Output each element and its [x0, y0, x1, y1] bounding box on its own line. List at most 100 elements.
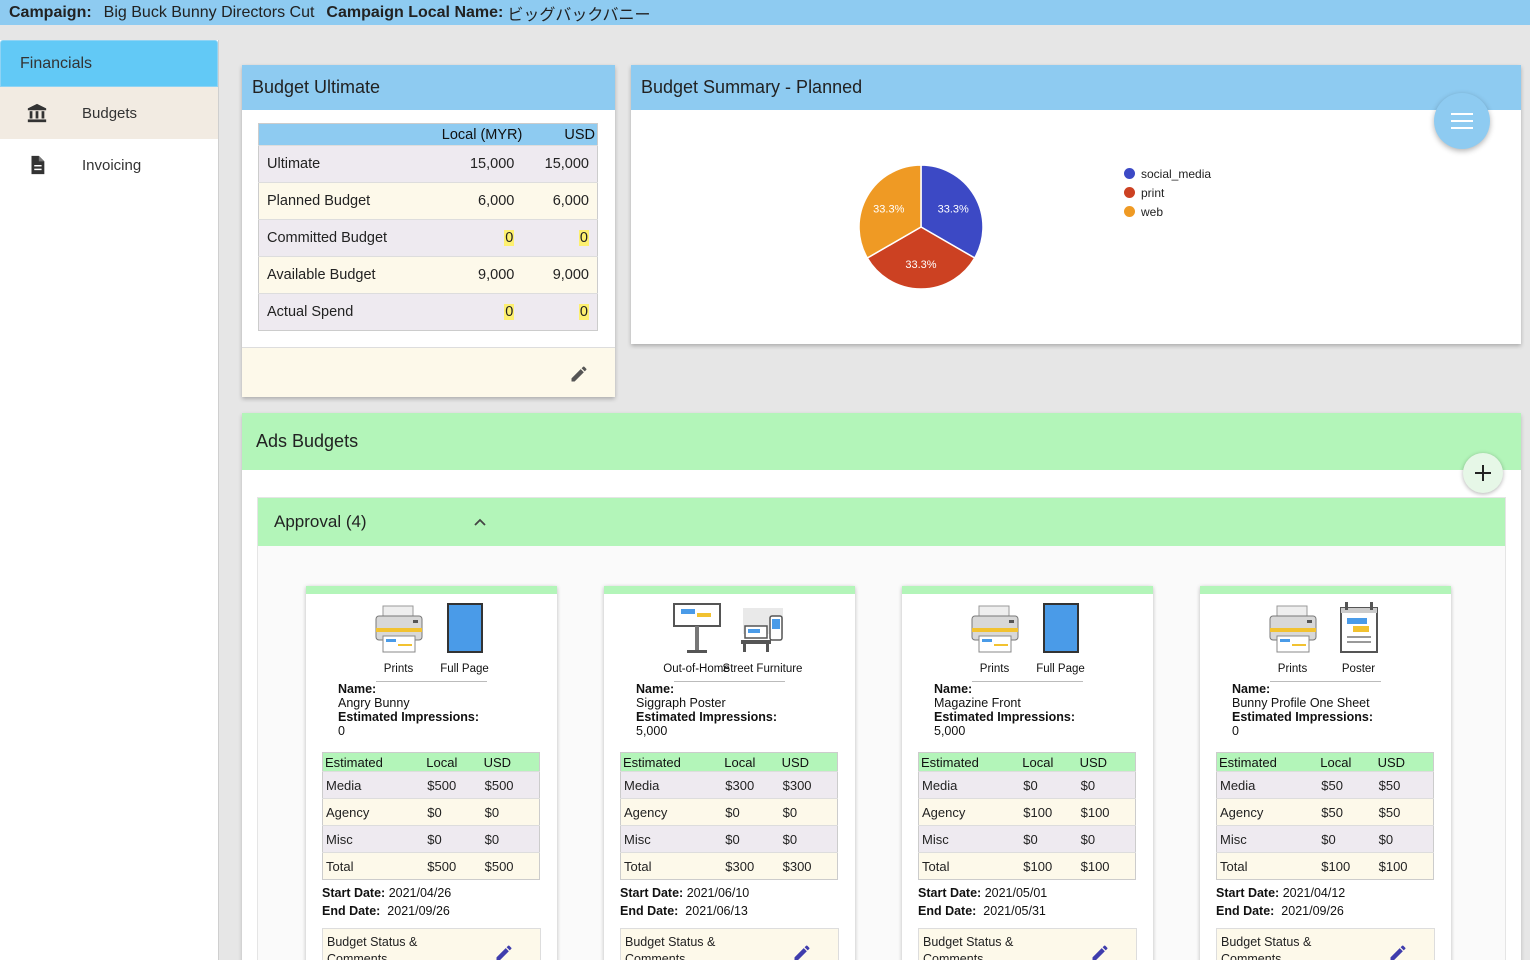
approval-group-header[interactable]: Approval (4): [258, 498, 1505, 546]
column-header: Local: [1020, 752, 1078, 772]
pie-slice-social_media[interactable]: [920, 164, 984, 260]
legend-item-web[interactable]: web: [1124, 202, 1211, 221]
sidebar-header-financials[interactable]: Financials: [0, 40, 218, 87]
media-type-label: Out-of-Home: [663, 663, 730, 675]
budget-status-panel[interactable]: Budget Status & Comments: [620, 928, 839, 960]
table-row: Actual Spend 0 0: [258, 293, 598, 331]
usd-value: $500: [481, 852, 540, 880]
row-label: Misc: [620, 825, 723, 853]
column-header: USD: [481, 752, 540, 772]
end-date: 2021/09/26: [1281, 904, 1344, 918]
printer-icon: [1267, 600, 1319, 659]
start-date-label: Start Date:: [620, 886, 684, 900]
divider: [1270, 681, 1381, 682]
full-page-icon: [439, 600, 491, 659]
media-type-label: Prints: [1277, 663, 1308, 675]
budget-ultimate-table: Local (MYR) USD Ultimate 15,000 15,000 P…: [258, 123, 598, 331]
chevron-up-icon[interactable]: [473, 515, 487, 529]
column-header: USD: [1375, 752, 1434, 772]
legend-swatch: [1124, 168, 1135, 179]
row-label: Misc: [918, 825, 1021, 853]
ad-dates: Start Date: 2021/05/01 End Date: 2021/05…: [918, 884, 1047, 920]
sidebar-item-budgets[interactable]: Budgets: [0, 87, 218, 139]
ad-name: Angry Bunny: [338, 696, 410, 710]
table-row: Ultimate 15,000 15,000: [258, 145, 598, 183]
legend-item-print[interactable]: print: [1124, 183, 1211, 202]
pie-slice-web[interactable]: [858, 164, 922, 260]
legend-swatch: [1124, 187, 1135, 198]
edit-pencil-icon[interactable]: [569, 364, 589, 384]
local-value: $0: [1318, 825, 1376, 853]
sidebar: Financials Budgets Invoicing: [0, 40, 219, 960]
usd-value: $0: [481, 825, 540, 853]
divider: [674, 681, 785, 682]
local-value: $500: [424, 852, 482, 880]
row-label: Committed Budget: [258, 219, 423, 257]
media-type-label: Poster: [1341, 663, 1376, 675]
campaign-header: Campaign: Big Buck Bunny Directors Cut C…: [0, 0, 1530, 25]
impressions-label: Estimated Impressions:: [338, 710, 480, 724]
usd-value: $100: [1077, 852, 1136, 880]
usd-value: $100: [1077, 798, 1136, 826]
document-icon: [31, 155, 45, 175]
row-label: Total: [918, 852, 1021, 880]
column-header: [258, 123, 423, 146]
budget-status-panel[interactable]: Budget Status & Comments: [1216, 928, 1435, 960]
column-header: Local: [1318, 752, 1376, 772]
budget-status-panel[interactable]: Budget Status & Comments: [322, 928, 541, 960]
ad-impressions: 0: [1232, 724, 1239, 738]
local-value: 6,000: [422, 182, 525, 220]
usd-value: $0: [779, 798, 838, 826]
edit-pencil-icon[interactable]: [1388, 943, 1408, 960]
name-label: Name:: [1232, 682, 1271, 696]
street-furniture-icon: [737, 600, 789, 659]
usd-value: 15,000: [524, 145, 598, 183]
edit-pencil-icon[interactable]: [494, 943, 514, 960]
chart-legend: social_media print web: [1124, 164, 1211, 221]
local-value: $100: [1020, 852, 1078, 880]
ad-budget-card: Prints Poster Name: Bunny Profile One Sh…: [1200, 586, 1451, 960]
budget-ultimate-card: Budget Ultimate Local (MYR) USD Ultimate…: [242, 65, 615, 397]
usd-value: $500: [481, 771, 540, 799]
end-date-label: End Date:: [918, 904, 977, 918]
sidebar-item-invoicing[interactable]: Invoicing: [0, 139, 218, 191]
media-type-label: Full Page: [1036, 663, 1085, 675]
sidebar-item-label: Budgets: [82, 104, 138, 122]
budget-status-label: Budget Status & Comments: [327, 935, 418, 960]
usd-value: $0: [481, 798, 540, 826]
row-label: Ultimate: [258, 145, 423, 183]
local-value: 0: [504, 230, 515, 246]
table-row: Misc $0 $0: [1216, 825, 1434, 853]
row-label: Misc: [322, 825, 425, 853]
section-title: Ads Budgets: [242, 413, 1521, 470]
table-row: Available Budget 9,000 9,000: [258, 256, 598, 294]
impressions-label: Estimated Impressions:: [636, 710, 778, 724]
row-label: Planned Budget: [258, 182, 423, 220]
table-row: Agency $0 $0: [322, 798, 540, 826]
edit-pencil-icon[interactable]: [1090, 943, 1110, 960]
table-row: Total $500 $500: [322, 852, 540, 880]
impressions-label: Estimated Impressions:: [1232, 710, 1374, 724]
printer-icon: [373, 600, 425, 659]
ad-budget-card: Prints Full Page Name: Angry Bunny Estim…: [306, 586, 557, 960]
column-header: Estimated: [1216, 752, 1319, 772]
ad-budget-card: Prints Full Page Name: Magazine Front Es…: [902, 586, 1153, 960]
ad-budget-table: Estimated Local USD Media $300 $300 Agen…: [620, 752, 838, 880]
table-row: Agency $50 $50: [1216, 798, 1434, 826]
ad-name: Siggraph Poster: [636, 696, 726, 710]
ad-media-icons: Prints Poster: [1200, 600, 1451, 682]
add-ad-budget-button[interactable]: [1463, 453, 1503, 493]
usd-value: $0: [779, 825, 838, 853]
usd-value: 0: [578, 230, 589, 246]
local-value: 15,000: [422, 145, 525, 183]
ad-media-type: Street Furniture: [723, 600, 802, 675]
budget-status-panel[interactable]: Budget Status & Comments: [918, 928, 1137, 960]
edit-pencil-icon[interactable]: [792, 943, 812, 960]
ad-info: Name: Bunny Profile One Sheet Estimated …: [1232, 682, 1373, 738]
row-label: Agency: [1216, 798, 1319, 826]
legend-item-social_media[interactable]: social_media: [1124, 164, 1211, 183]
start-date: 2021/05/01: [984, 886, 1048, 900]
ad-name: Bunny Profile One Sheet: [1232, 696, 1370, 710]
chart-menu-button[interactable]: [1434, 93, 1490, 149]
column-header: Local: [722, 752, 780, 772]
